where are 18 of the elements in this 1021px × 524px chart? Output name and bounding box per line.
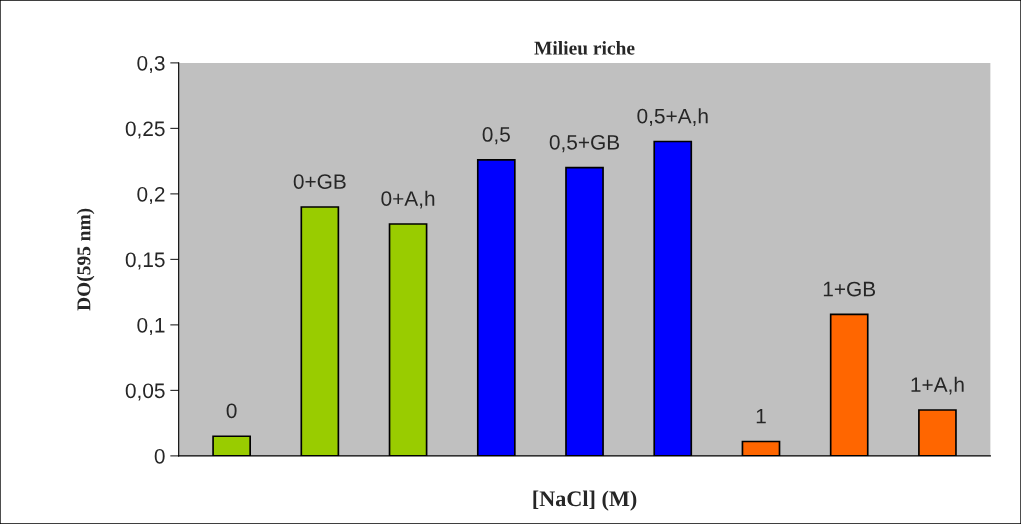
x-tick-label: 1+A,h: [911, 376, 964, 395]
y-tick-label: 0: [154, 448, 165, 464]
x-tick-label: 0,5: [482, 127, 510, 145]
x-tick-label: 0+GB: [293, 174, 346, 189]
chart-title: Milieu riche: [534, 41, 635, 55]
y-tick-label: 0,15: [125, 252, 165, 270]
y-tick-label: 0,05: [125, 383, 165, 401]
y-tick-label: 0,3: [137, 55, 165, 74]
x-tick-label: 0,5+A,h: [637, 108, 708, 126]
x-tick-label: 0,5+GB: [549, 134, 620, 153]
x-tick-label: 1: [756, 408, 766, 424]
y-axis-title: DO(595 nm): [76, 208, 95, 311]
x-axis-title: [NaCl] (M): [533, 490, 637, 511]
y-tick-label: 0,2: [137, 186, 165, 205]
x-tick-label: 0+A,h: [381, 190, 435, 209]
x-tick-label: 1+GB: [823, 281, 876, 297]
y-tick-label: 0,25: [125, 121, 165, 139]
y-tick-label: 0,1: [137, 317, 165, 336]
